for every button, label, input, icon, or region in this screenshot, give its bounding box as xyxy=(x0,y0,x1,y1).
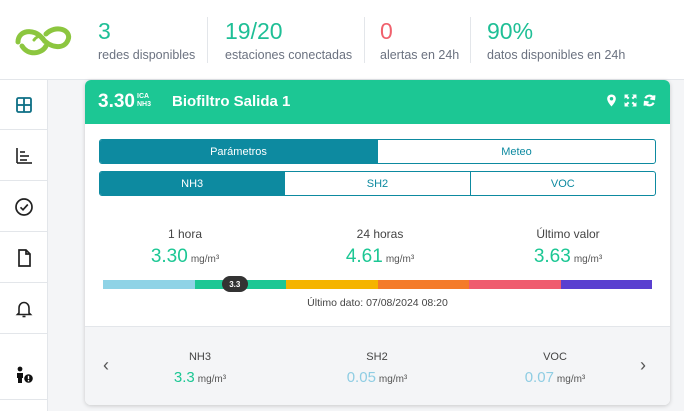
stat-networks: 3 redes disponibles xyxy=(98,18,195,68)
scale-marker: 3.3 xyxy=(221,276,248,292)
ica-value: 3.30 xyxy=(98,91,135,112)
last-data-timestamp: Último dato: 07/08/2024 08:20 xyxy=(307,297,448,309)
stat-value: 3 xyxy=(98,18,111,44)
tab-parametros[interactable]: Parámetros xyxy=(100,140,377,163)
metric-unit: mg/m³ xyxy=(573,254,603,265)
pollutant-name: VOC xyxy=(543,351,567,363)
pollutant-value-row: 0.05 mg/m³ xyxy=(302,369,452,386)
ica-label-top: ICA xyxy=(137,93,150,100)
sidebar-item-reports[interactable] xyxy=(0,233,48,283)
logo-icon xyxy=(15,26,72,56)
stat-alerts: 0 alertas en 24h xyxy=(380,18,459,68)
metric-1h: 1 hora 3.30 mg/m³ xyxy=(110,227,260,268)
card-header: 3.30 ICA NH3 Biofiltro Salida 1 xyxy=(85,80,670,124)
pollutant-unit: mg/m³ xyxy=(556,374,586,385)
ica-label: ICA NH3 xyxy=(137,93,151,109)
metric-value: 4.61 xyxy=(345,246,383,267)
stat-stations: 19/20 estaciones conectadas xyxy=(225,18,352,68)
prev-arrow-icon[interactable]: ‹ xyxy=(103,355,109,375)
scale-segment xyxy=(103,280,195,289)
pollutant-name: NH3 xyxy=(188,351,211,363)
scale-segment xyxy=(286,280,378,289)
refresh-icon[interactable] xyxy=(643,94,656,107)
metric-unit: mg/m³ xyxy=(385,254,415,265)
bell-icon xyxy=(15,301,33,317)
carousel-item-nh3: NH3 3.3 mg/m³ xyxy=(125,351,275,386)
scale-segment xyxy=(560,280,652,289)
metric-label: Último valor xyxy=(536,227,600,241)
pollutant-value-row: 3.3 mg/m³ xyxy=(125,369,275,386)
expand-icon[interactable] xyxy=(624,94,637,107)
sidebar-item-checks[interactable] xyxy=(0,182,48,232)
divider xyxy=(470,17,471,63)
next-arrow-icon[interactable]: › xyxy=(640,355,646,375)
metric-value-row: 3.63 mg/m³ xyxy=(493,246,643,268)
metric-label: 1 hora xyxy=(167,227,203,241)
station-card: 3.30 ICA NH3 Biofiltro Salida 1 Parámet xyxy=(85,80,670,405)
divider xyxy=(364,17,365,63)
metric-unit: mg/m³ xyxy=(190,254,220,265)
tab-sh2[interactable]: SH2 xyxy=(284,172,469,195)
stat-label: datos disponibles en 24h xyxy=(487,48,626,62)
metric-value: 3.30 xyxy=(150,246,188,267)
pollutant-unit: mg/m³ xyxy=(197,374,227,385)
metric-last: Último valor 3.63 mg/m³ xyxy=(493,227,643,268)
location-pin-icon[interactable] xyxy=(605,94,618,107)
sidebar xyxy=(0,80,48,411)
carousel-item-voc: VOC 0.07 mg/m³ xyxy=(480,351,630,386)
quality-scale-bar xyxy=(103,280,652,289)
metric-24h: 24 horas 4.61 mg/m³ xyxy=(305,227,455,268)
tab-nh3[interactable]: NH3 xyxy=(100,172,285,195)
person-alert-icon xyxy=(17,366,33,383)
metric-value: 3.63 xyxy=(533,246,571,267)
stat-label: redes disponibles xyxy=(98,48,196,62)
bar-list-icon xyxy=(16,147,32,164)
scale-segment xyxy=(469,280,561,289)
scale-segment xyxy=(377,280,469,289)
sidebar-item-alerts[interactable] xyxy=(0,284,48,334)
pollutant-carousel: ‹ NH3 3.3 mg/m³ SH2 0.05 mg/m³ VOC 0.07 mg/… xyxy=(85,326,670,405)
carousel-item-sh2: SH2 0.05 mg/m³ xyxy=(302,351,452,386)
sidebar-item-incidents[interactable] xyxy=(0,350,48,400)
stat-value: 0 xyxy=(380,18,393,44)
station-name: Biofiltro Salida 1 xyxy=(172,93,291,110)
ica-label-bottom: NH3 xyxy=(137,101,152,108)
view-tabs: Parámetros Meteo xyxy=(99,139,656,164)
check-circle-icon xyxy=(15,197,33,216)
pollutant-value: 0.07 xyxy=(524,369,554,386)
stat-value: 19/20 xyxy=(225,18,283,44)
pollutant-name: SH2 xyxy=(366,351,388,363)
stat-label: estaciones conectadas xyxy=(225,48,353,62)
dashboard-grid-icon xyxy=(16,96,32,113)
stats-bar: 3 redes disponibles 19/20 estaciones con… xyxy=(0,0,684,80)
pollutant-value-row: 0.07 mg/m³ xyxy=(480,369,630,386)
sidebar-item-dashboard[interactable] xyxy=(0,80,48,130)
stat-label: alertas en 24h xyxy=(380,48,460,62)
pollutant-unit: mg/m³ xyxy=(378,374,408,385)
stat-data-available: 90% datos disponibles en 24h xyxy=(487,18,625,68)
pollutant-value: 0.05 xyxy=(346,369,376,386)
stat-value: 90% xyxy=(487,18,534,44)
divider xyxy=(207,17,208,63)
metric-label: 24 horas xyxy=(356,227,404,241)
tab-voc[interactable]: VOC xyxy=(469,172,655,195)
document-icon xyxy=(18,248,31,267)
sidebar-item-charts[interactable] xyxy=(0,131,48,181)
header-actions xyxy=(605,94,656,107)
metric-value-row: 3.30 mg/m³ xyxy=(110,246,260,268)
tab-meteo[interactable]: Meteo xyxy=(377,140,655,163)
metric-value-row: 4.61 mg/m³ xyxy=(305,246,455,268)
pollutant-tabs: NH3 SH2 VOC xyxy=(99,171,656,196)
pollutant-value: 3.3 xyxy=(173,369,195,386)
